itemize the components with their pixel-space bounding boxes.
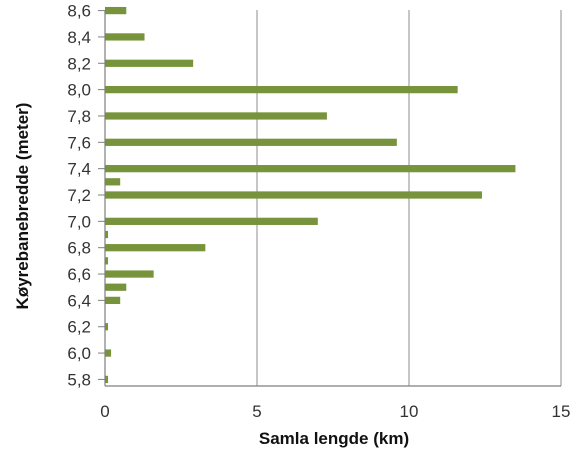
bar <box>105 296 121 305</box>
axes <box>98 10 561 387</box>
y-tick-label: 7,0 <box>67 212 91 231</box>
y-axis-title: Køyrebanebredde (meter) <box>13 103 32 310</box>
bar <box>105 217 318 225</box>
x-tick-label: 10 <box>400 402 419 421</box>
y-tick-label: 7,4 <box>67 160 91 179</box>
bar <box>105 33 145 41</box>
bar <box>105 6 127 15</box>
y-tick-label: 8,4 <box>67 28 91 47</box>
bar <box>105 323 109 331</box>
bar <box>105 178 121 186</box>
y-tick-label: 6,0 <box>67 344 91 363</box>
bar <box>105 112 327 120</box>
y-tick-label: 8,0 <box>67 81 91 100</box>
y-tick-label: 6,2 <box>67 318 91 337</box>
bar <box>105 230 109 239</box>
x-tick-label: 0 <box>100 402 109 421</box>
y-tick-label: 7,6 <box>67 133 91 152</box>
x-tick-label: 5 <box>252 402 261 421</box>
y-tick-label: 8,2 <box>67 54 91 73</box>
bar <box>105 165 516 173</box>
bar <box>105 85 458 94</box>
bar <box>105 375 109 384</box>
bar <box>105 283 127 291</box>
bar <box>105 191 482 199</box>
y-tick-labels: 5,8 6,0 6,2 6,4 6,6 6,8 7,0 7,2 7,4 7,6 7,8 8,0 8,2 8… <box>67 2 91 390</box>
bar <box>105 59 194 67</box>
bar <box>105 138 397 146</box>
x-tick-labels: 0 5 10 15 <box>100 402 570 421</box>
bar <box>105 244 206 252</box>
x-tick-label: 15 <box>552 402 571 421</box>
x-axis-title: Samla lengde (km) <box>259 429 409 448</box>
bar <box>105 270 154 278</box>
bars-group <box>105 6 516 384</box>
y-tick-label: 8,6 <box>67 2 91 21</box>
bar <box>105 257 109 265</box>
y-tick-label: 6,8 <box>67 239 91 258</box>
y-tick-label: 7,8 <box>67 107 91 126</box>
y-tick-label: 6,4 <box>67 291 91 310</box>
y-tick-label: 5,8 <box>67 370 91 389</box>
y-tick-label: 6,6 <box>67 265 91 284</box>
bar <box>105 349 112 357</box>
y-tick-label: 7,2 <box>67 186 91 205</box>
